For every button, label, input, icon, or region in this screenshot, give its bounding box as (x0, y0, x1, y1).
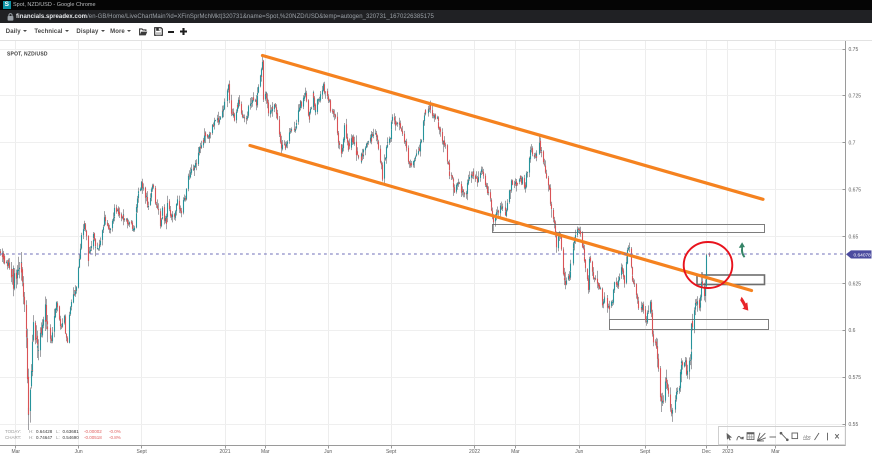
svg-text:Sept: Sept (136, 449, 147, 455)
svg-text:0.55: 0.55 (849, 422, 859, 428)
svg-text:0.75: 0.75 (849, 47, 859, 53)
svg-text:Mar: Mar (11, 449, 20, 455)
svg-text:Mar: Mar (261, 449, 270, 455)
svg-text:Jun: Jun (575, 449, 583, 455)
svg-text:Jun: Jun (324, 449, 332, 455)
svg-text:0.575: 0.575 (849, 375, 862, 381)
svg-text:0.7: 0.7 (849, 141, 856, 147)
svg-text:Jun: Jun (75, 449, 83, 455)
svg-text:Mar: Mar (771, 449, 780, 455)
svg-text:SPOT, NZD/USD: SPOT, NZD/USD (7, 52, 48, 58)
svg-text:0.625: 0.625 (849, 281, 862, 287)
svg-text:Mar: Mar (511, 449, 520, 455)
svg-text:Abc: Abc (803, 434, 812, 439)
svg-text:Dec: Dec (702, 449, 711, 455)
svg-text:0.725: 0.725 (849, 94, 862, 100)
svg-text:0.6: 0.6 (849, 328, 856, 334)
svg-text:2022: 2022 (469, 449, 480, 455)
svg-text:0.675: 0.675 (849, 188, 862, 194)
svg-text:2021: 2021 (219, 449, 230, 455)
svg-text:2023: 2023 (722, 449, 733, 455)
svg-text:Sept: Sept (640, 449, 651, 455)
svg-text:0.64078: 0.64078 (854, 252, 872, 258)
svg-text:Sept: Sept (386, 449, 397, 455)
svg-text:0.65: 0.65 (849, 234, 859, 240)
